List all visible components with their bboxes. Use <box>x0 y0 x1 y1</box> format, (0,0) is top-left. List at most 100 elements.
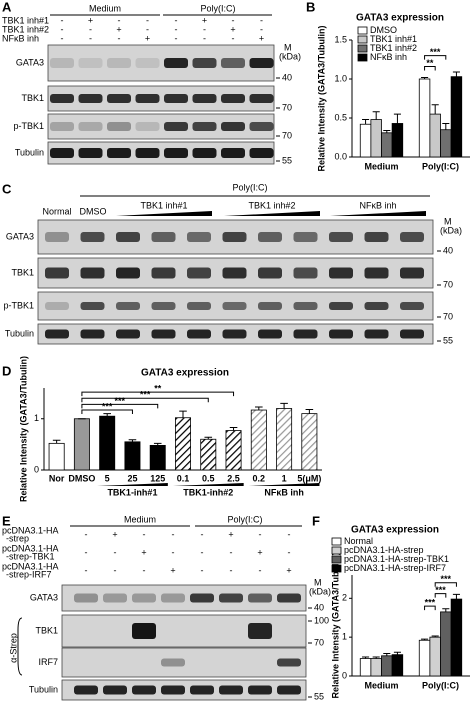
sign: - <box>230 565 233 575</box>
band <box>221 58 245 68</box>
band <box>222 232 247 242</box>
sign: - <box>260 15 263 25</box>
marker-title: M <box>284 42 292 52</box>
band <box>78 148 103 158</box>
blot-label: GATA3 <box>30 592 58 602</box>
band <box>164 148 188 158</box>
marker-label: 40 <box>314 602 324 612</box>
marker-label: 55 <box>282 155 292 165</box>
sign: + <box>141 547 146 557</box>
sig-label: *** <box>425 597 436 607</box>
sig-bracket <box>434 593 447 598</box>
band <box>293 302 318 310</box>
sig-bracket <box>424 66 436 71</box>
bar <box>200 438 217 471</box>
y-tick-label: 0.0 <box>334 151 347 161</box>
sig-bracket <box>81 403 159 409</box>
band <box>161 685 185 695</box>
band <box>74 593 98 603</box>
band <box>248 623 272 639</box>
group-header: Poly(I:C) <box>227 514 262 524</box>
band <box>161 623 185 639</box>
x-tick-label: 0.2 <box>253 473 266 483</box>
sign: - <box>118 33 121 43</box>
sign: + <box>112 529 117 539</box>
x-tick-label: Medium <box>364 161 398 171</box>
sig-bracket <box>81 397 209 403</box>
sign: - <box>143 529 146 539</box>
error-bar <box>153 442 162 446</box>
wedge <box>116 211 212 216</box>
sign: - <box>85 565 88 575</box>
band <box>107 58 131 68</box>
sig-label: *** <box>140 390 151 400</box>
band <box>221 148 245 158</box>
sig-label: ** <box>154 383 162 393</box>
band <box>249 148 274 158</box>
treatment-label: -strep <box>6 533 29 543</box>
bar <box>124 441 141 471</box>
bar <box>391 123 404 158</box>
lane-label: TBK1 inh#1 <box>140 200 187 210</box>
error-bar <box>204 436 213 440</box>
bar <box>429 636 441 677</box>
sign: - <box>201 529 204 539</box>
y-axis-label: Relative Intensity (GATA3/Tubulin) <box>18 356 28 502</box>
panel-label: F <box>312 513 320 528</box>
error-bar <box>442 608 450 612</box>
band <box>116 267 140 279</box>
x-tick-label: 2.5 <box>227 473 240 483</box>
sign: - <box>85 529 88 539</box>
band <box>45 267 69 279</box>
blot-label: Tubulin <box>15 147 44 157</box>
band <box>258 232 282 242</box>
y-tick-label: 2 <box>342 593 347 603</box>
band <box>190 623 214 639</box>
sign: + <box>286 565 291 575</box>
marker-label: 55 <box>314 691 324 701</box>
error-bar <box>442 122 450 130</box>
x-tick-label: DMSO <box>68 473 95 483</box>
strep-label: α-Strep <box>8 633 18 663</box>
band <box>364 232 389 242</box>
bar <box>370 658 382 677</box>
error-bar <box>362 119 370 125</box>
band <box>364 267 389 279</box>
sign: + <box>116 24 121 34</box>
band <box>164 58 188 68</box>
band <box>293 232 318 242</box>
sign: - <box>232 33 235 43</box>
x-tick-label: 1 <box>282 473 287 483</box>
marker-label: 70 <box>282 130 292 140</box>
band <box>222 267 247 279</box>
sign: - <box>85 547 88 557</box>
band <box>132 685 156 695</box>
y-tick-label: 0 <box>34 464 39 474</box>
sign: - <box>201 547 204 557</box>
y-tick-label: 1.0 <box>334 73 347 83</box>
band <box>293 267 318 279</box>
marker-label: 100 <box>314 615 329 625</box>
treatment-label: NFκB inh <box>2 33 39 43</box>
sign: - <box>146 24 149 34</box>
band <box>45 232 69 242</box>
band <box>50 148 74 158</box>
marker-label: 70 <box>314 637 324 647</box>
error-bar <box>421 638 429 641</box>
band <box>78 122 103 131</box>
group-label: NFκB inh <box>264 487 304 497</box>
x-tick-label: 25 <box>127 473 137 483</box>
band <box>277 658 301 667</box>
sign: - <box>260 24 263 34</box>
band <box>277 623 301 639</box>
blot-label: GATA3 <box>16 57 44 67</box>
sign: - <box>61 33 64 43</box>
band <box>74 623 98 639</box>
band <box>364 329 389 339</box>
error-bar <box>52 439 61 444</box>
legend-swatch <box>357 44 368 53</box>
band <box>221 122 245 131</box>
band <box>187 329 211 339</box>
x-tick-label: Poly(I:C) <box>422 680 459 690</box>
sign: - <box>175 15 178 25</box>
